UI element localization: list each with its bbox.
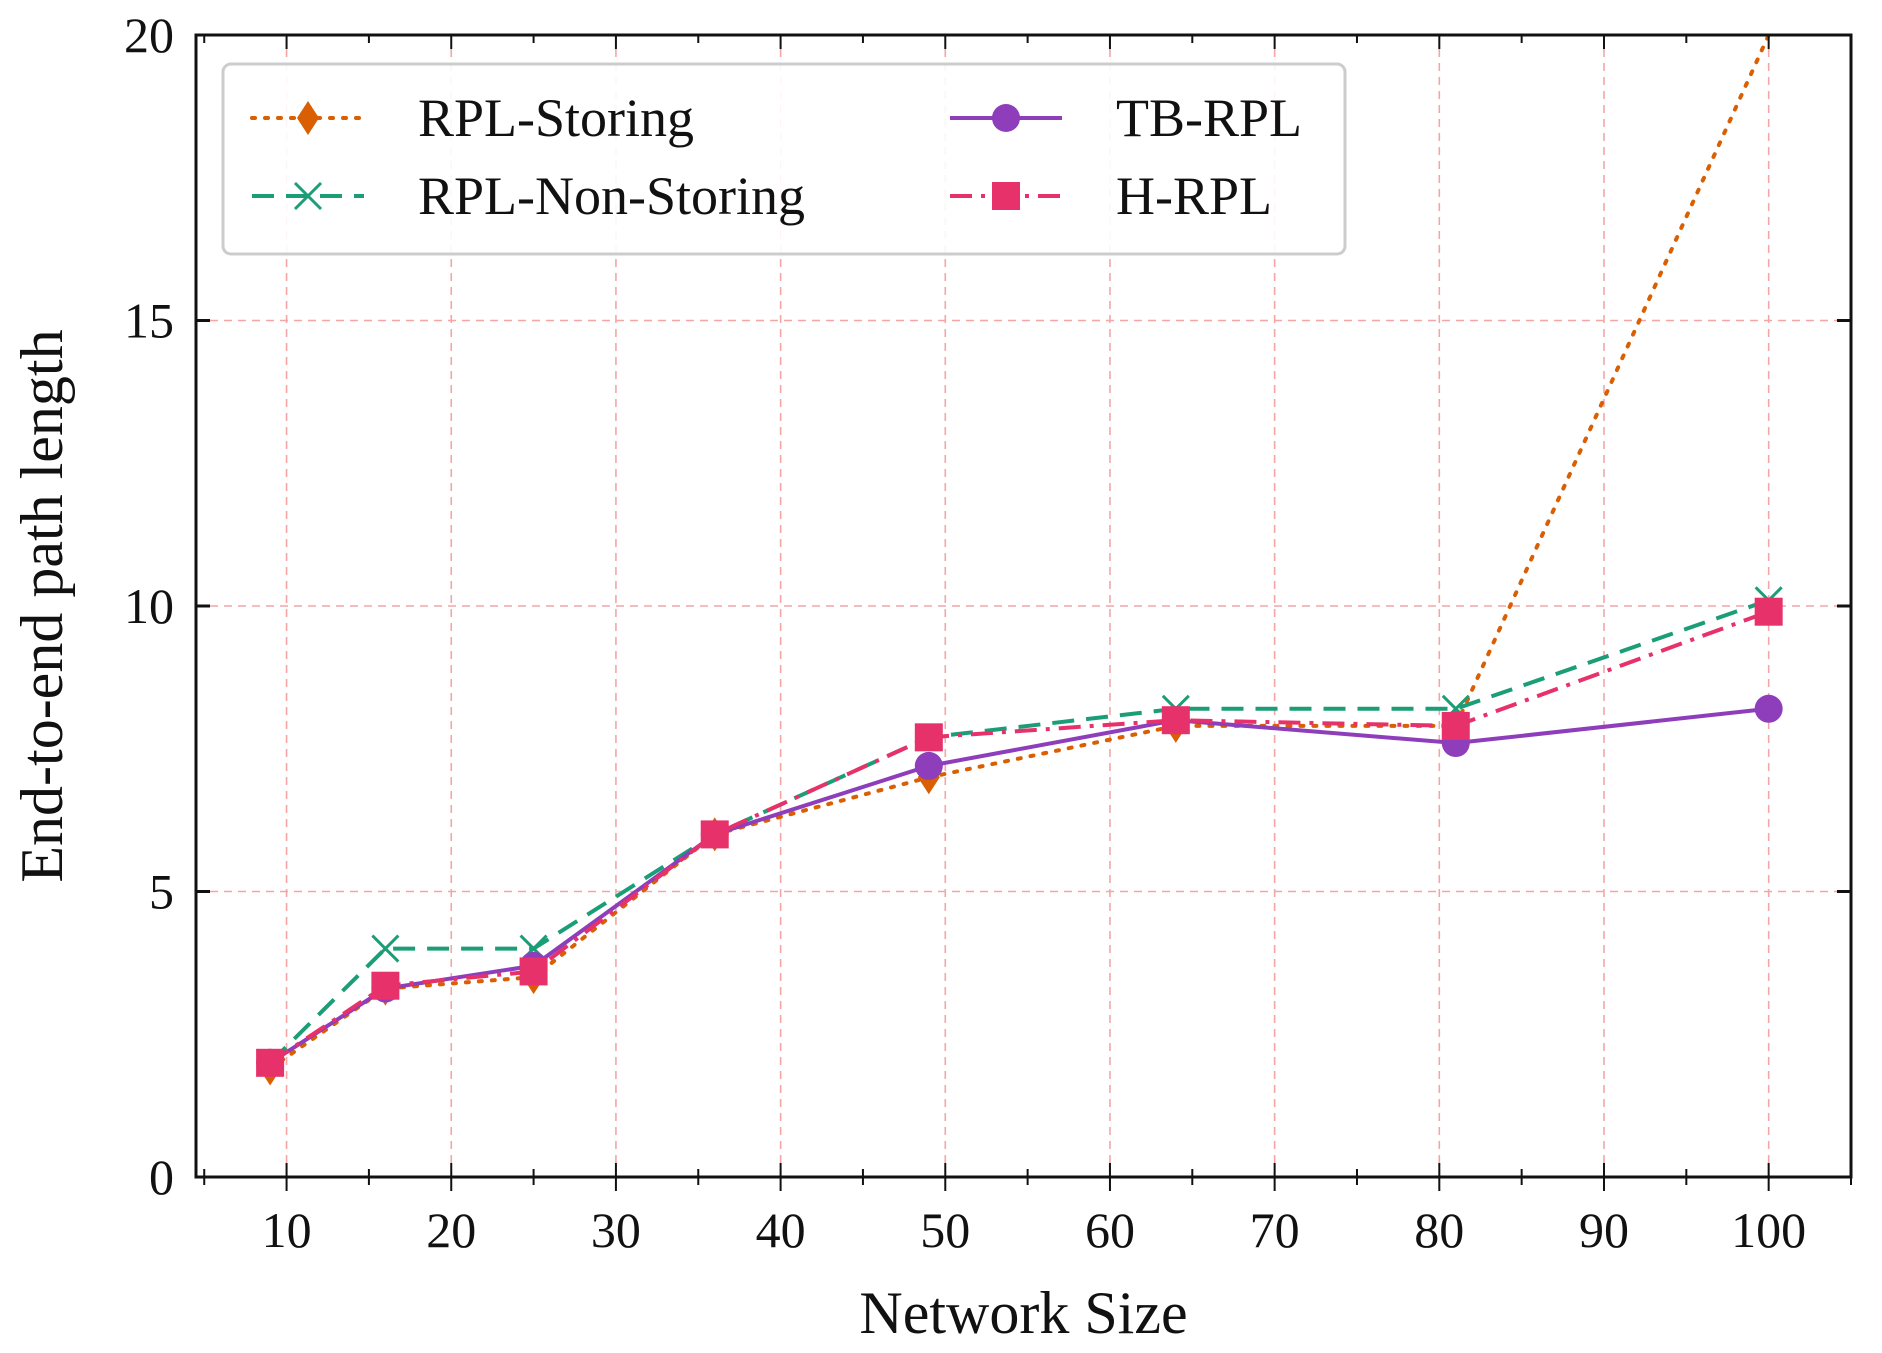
data-point-h-rpl xyxy=(519,957,548,986)
legend-label-tb-rpl: TB-RPL xyxy=(1116,88,1302,148)
axes: 10 20 30 40 50 60 70 80 90 100 0 5 10 15 20 xyxy=(124,7,1853,1258)
x-axis-label: Network Size xyxy=(859,1280,1187,1346)
series-line-rpl-non-storing xyxy=(268,598,1770,1065)
y-tick-label: 10 xyxy=(124,578,174,634)
grid xyxy=(196,35,1851,1177)
data-point-h-rpl xyxy=(700,820,729,849)
x-tick-label: 60 xyxy=(1085,1202,1135,1258)
y-axis-label: End-to-end path length xyxy=(9,329,75,882)
x-tick-label: 80 xyxy=(1414,1202,1464,1258)
series-line-tb-rpl xyxy=(269,706,1769,1065)
legend-box xyxy=(221,62,1347,256)
legend-marker-rpl-non-storing xyxy=(293,181,323,211)
series-markers xyxy=(256,586,1783,1086)
data-point-rpl-non-storing xyxy=(371,934,400,963)
x-tick-label: 20 xyxy=(426,1202,476,1258)
y-tick-label: 5 xyxy=(149,864,174,920)
x-tick-label: 40 xyxy=(756,1202,806,1258)
x-tick-label: 30 xyxy=(591,1202,641,1258)
data-point-h-rpl xyxy=(371,971,400,1000)
data-point-tb-rpl xyxy=(914,751,943,780)
data-point-tb-rpl xyxy=(1754,694,1783,723)
data-point-h-rpl xyxy=(1754,597,1783,626)
legend-label-h-rpl: H-RPL xyxy=(1116,166,1272,226)
series-line-rpl-storing xyxy=(268,33,1771,1071)
y-tick-label: 20 xyxy=(124,7,174,63)
x-tick-label: 100 xyxy=(1731,1202,1806,1258)
y-tick-label: 15 xyxy=(124,293,174,349)
data-point-h-rpl xyxy=(914,723,943,752)
x-tick-label: 70 xyxy=(1250,1202,1300,1258)
legend-marker-h-rpl xyxy=(992,182,1020,210)
series-line-h-rpl xyxy=(268,609,1770,1065)
x-tick-label: 10 xyxy=(262,1202,312,1258)
data-point-h-rpl xyxy=(256,1048,285,1077)
data-point-h-rpl xyxy=(1161,706,1190,735)
legend: RPL-Storing RPL-Non-Storing TB-RPL H-RPL xyxy=(221,62,1347,256)
x-tick-label: 50 xyxy=(920,1202,970,1258)
legend-marker-rpl-storing xyxy=(297,101,319,135)
series-lines xyxy=(268,33,1771,1071)
x-tick-label: 90 xyxy=(1579,1202,1629,1258)
y-tick-label: 0 xyxy=(149,1149,174,1205)
data-point-h-rpl xyxy=(1441,711,1470,740)
legend-label-rpl-non-storing: RPL-Non-Storing xyxy=(418,166,805,226)
legend-marker-tb-rpl xyxy=(992,104,1020,132)
legend-label-rpl-storing: RPL-Storing xyxy=(418,88,694,148)
